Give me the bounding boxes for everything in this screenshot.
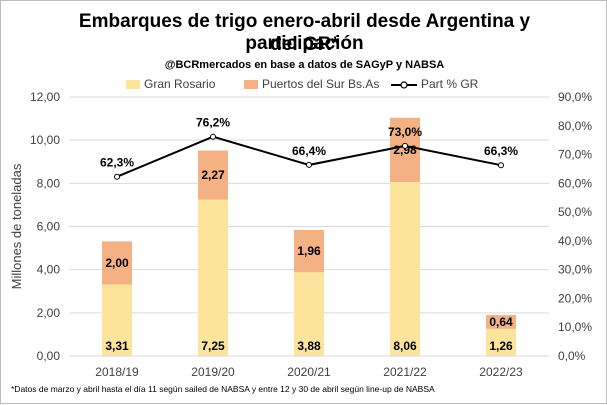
bar-puertos-sur	[390, 117, 420, 183]
y-tick-label: 0,00	[37, 349, 61, 363]
legend-item-part-gr: Part % GR	[391, 77, 478, 91]
y2-tick-label: 80,0%	[558, 119, 592, 133]
data-label-part-gr: 76,2%	[196, 116, 230, 130]
y2-tick-label: 90,0%	[558, 90, 592, 104]
legend-item-gran-rosario: Gran Rosario	[126, 77, 215, 91]
marker-part-gr	[114, 173, 120, 180]
bar-puertos-sur	[198, 150, 228, 200]
data-label-gran-rosario: 3,88	[297, 339, 321, 353]
bar-gran-rosario	[390, 182, 420, 356]
data-label-part-gr: 62,3%	[100, 156, 134, 170]
y-tick-label: 2,00	[37, 306, 61, 320]
x-tick-label: 2020/21	[287, 365, 331, 379]
legend-swatch-gran-rosario	[126, 80, 140, 90]
data-label-part-gr: 66,3%	[484, 144, 518, 158]
bar-gran-rosario	[486, 328, 516, 356]
y-tick-label: 8,00	[37, 176, 61, 190]
data-label-part-gr: 73,0%	[388, 125, 422, 139]
bar-puertos-sur	[102, 241, 132, 285]
bar-gran-rosario	[102, 284, 132, 356]
y2-tick-label: 30,0%	[558, 263, 592, 277]
bar-puertos-sur	[486, 314, 516, 329]
y-tick-label: 10,00	[30, 133, 60, 147]
data-label-gran-rosario: 7,25	[201, 339, 225, 353]
legend-item-puertos-sur: Puertos del Sur Bs.As	[244, 77, 379, 91]
y2-tick-label: 50,0%	[558, 205, 592, 219]
x-tick-label: 2018/19	[95, 365, 139, 379]
y2-tick-label: 10,0%	[558, 320, 592, 334]
legend-label-part-gr: Part % GR	[421, 77, 479, 91]
chart-subtitle: @BCRmercados en base a datos de SAGyP y …	[164, 59, 445, 71]
marker-part-gr	[498, 162, 504, 169]
legend-line-marker	[391, 81, 417, 89]
x-tick-label: 2019/20	[191, 365, 235, 379]
bar-gran-rosario	[294, 272, 324, 356]
legend-label-gran-rosario: Gran Rosario	[144, 77, 216, 91]
y2-tick-label: 60,0%	[558, 176, 592, 190]
marker-part-gr	[210, 133, 216, 140]
data-label-gran-rosario: 1,26	[489, 339, 513, 353]
legend-swatch-puertos-sur	[244, 80, 258, 90]
data-label-puertos-sur: 2,27	[201, 168, 225, 182]
data-label-gran-rosario: 8,06	[393, 339, 417, 353]
data-label-puertos-sur: 0,64	[489, 315, 513, 329]
y-tick-label: 4,00	[37, 263, 61, 277]
data-label-gran-rosario: 3,31	[105, 339, 129, 353]
legend-label-puertos-sur: Puertos del Sur Bs.As	[262, 77, 380, 91]
data-label-puertos-sur: 1,96	[297, 244, 321, 258]
marker-part-gr	[306, 161, 312, 168]
x-tick-label: 2021/22	[383, 365, 427, 379]
y-tick-label: 12,00	[30, 90, 60, 104]
marker-part-gr	[402, 142, 408, 149]
data-label-part-gr: 66,4%	[292, 144, 326, 158]
y2-tick-label: 40,0%	[558, 234, 592, 248]
chart-title-line-2: del GR*	[270, 34, 339, 55]
y-axis-label: Millones de toneladas	[9, 163, 24, 289]
x-tick-label: 2022/23	[479, 365, 523, 379]
chart-title-line-1: Embarques de trigo enero-abril desde Arg…	[78, 11, 531, 54]
y2-tick-label: 0,0%	[558, 349, 586, 363]
y-tick-label: 6,00	[37, 220, 61, 234]
footnote: *Datos de marzo y abril hasta el día 11 …	[11, 384, 435, 394]
legend: Gran Rosario Puertos del Sur Bs.As Part …	[1, 77, 607, 95]
data-label-puertos-sur: 2,00	[105, 256, 129, 270]
bar-puertos-sur	[294, 229, 324, 273]
bar-gran-rosario	[198, 199, 228, 356]
y2-tick-label: 70,0%	[558, 148, 592, 162]
y2-tick-label: 20,0%	[558, 291, 592, 305]
